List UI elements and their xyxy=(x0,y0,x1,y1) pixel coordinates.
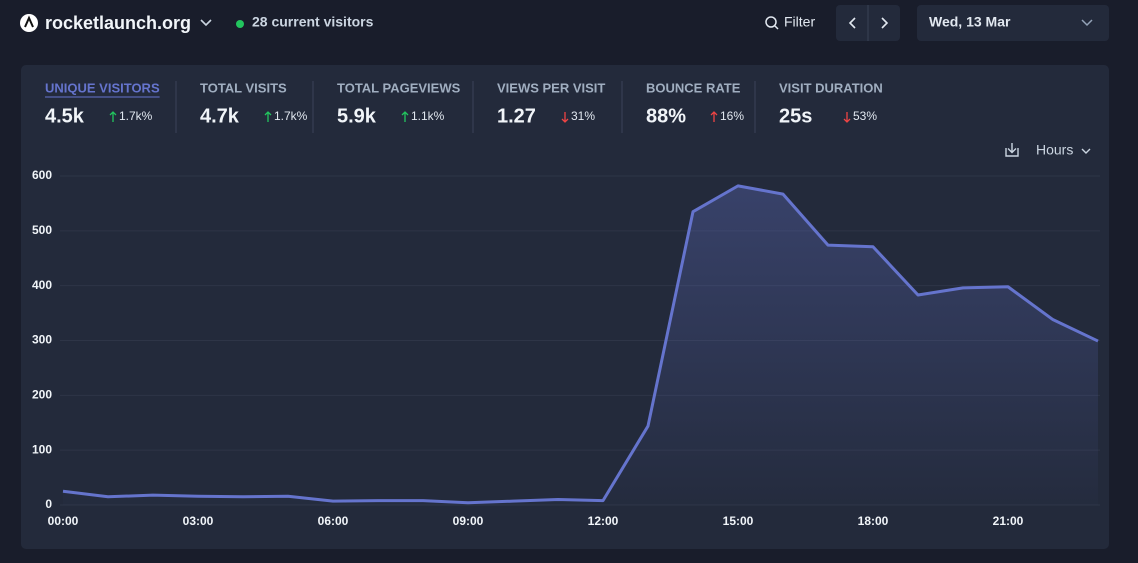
download-icon[interactable] xyxy=(1005,143,1019,157)
stat-change: 53% xyxy=(853,109,877,123)
stat-label[interactable]: TOTAL VISITS xyxy=(200,80,287,95)
stat-label[interactable]: UNIQUE VISITORS xyxy=(45,80,160,95)
filter-button[interactable]: Filter xyxy=(784,14,815,30)
x-tick-label: 03:00 xyxy=(183,514,214,528)
y-tick-label: 600 xyxy=(32,168,52,182)
x-tick-label: 15:00 xyxy=(723,514,754,528)
stat-value: 1.27 xyxy=(497,105,536,127)
x-tick-label: 06:00 xyxy=(318,514,349,528)
interval-picker[interactable]: Hours xyxy=(1036,142,1073,158)
search-icon-handle xyxy=(774,25,779,30)
x-tick-label: 00:00 xyxy=(48,514,79,528)
prev-period[interactable] xyxy=(848,17,856,29)
date-label[interactable]: Wed, 13 Mar xyxy=(929,14,1011,30)
stat-value: 5.9k xyxy=(337,105,377,127)
y-tick-label: 500 xyxy=(32,223,52,237)
site-name[interactable]: rocketlaunch.org xyxy=(45,13,191,33)
y-tick-label: 300 xyxy=(32,333,52,347)
stat-change: 1.1k% xyxy=(411,109,445,123)
site-logo xyxy=(20,14,38,32)
trend-arrow xyxy=(401,111,409,122)
stat-value: 25s xyxy=(779,105,812,127)
visitors-line xyxy=(62,184,1099,505)
stat-label[interactable]: BOUNCE RATE xyxy=(646,80,741,95)
x-tick-label: 18:00 xyxy=(858,514,889,528)
date-chevron[interactable] xyxy=(1081,19,1093,27)
stat-label[interactable]: VISIT DURATION xyxy=(779,80,883,95)
stat-value: 4.5k xyxy=(45,105,85,127)
live-dot xyxy=(236,20,244,28)
stat-change: 31% xyxy=(571,109,595,123)
x-tick-label: 09:00 xyxy=(453,514,484,528)
y-tick-label: 0 xyxy=(45,497,52,511)
search-icon[interactable] xyxy=(765,16,777,28)
stat-change: 16% xyxy=(720,109,744,123)
area-fill xyxy=(63,185,1098,505)
trend-arrow xyxy=(710,111,718,122)
visitors-chart: 0 100 200 300 400 500 600 00:00 03:00 06:00 09:00 1… xyxy=(32,168,1100,528)
trend-arrow xyxy=(843,112,851,123)
trend-arrow xyxy=(561,112,569,123)
stat-value: 4.7k xyxy=(200,105,240,127)
next-period[interactable] xyxy=(881,17,889,29)
trend-arrow xyxy=(109,111,117,122)
y-tick-label: 200 xyxy=(32,388,52,402)
x-tick-label: 12:00 xyxy=(588,514,619,528)
y-tick-label: 400 xyxy=(32,278,52,292)
current-visitors[interactable]: 28 current visitors xyxy=(252,14,374,30)
date-picker[interactable] xyxy=(917,5,1109,41)
stat-label[interactable]: TOTAL PAGEVIEWS xyxy=(337,80,461,95)
stat-value: 88% xyxy=(646,105,686,127)
trend-arrow xyxy=(264,111,272,122)
stat-label[interactable]: VIEWS PER VISIT xyxy=(497,80,605,95)
interval-chevron[interactable] xyxy=(1081,148,1091,154)
site-chevron[interactable] xyxy=(200,19,212,27)
stats-row: UNIQUE VISITORS 4.5k 1.7k% TOTAL VISITS 4.7k… xyxy=(45,80,883,133)
stat-change: 1.7k% xyxy=(274,109,308,123)
stat-change: 1.7k% xyxy=(119,109,153,123)
logo-mark xyxy=(24,15,34,28)
y-tick-label: 100 xyxy=(32,442,52,456)
x-tick-label: 21:00 xyxy=(993,514,1024,528)
